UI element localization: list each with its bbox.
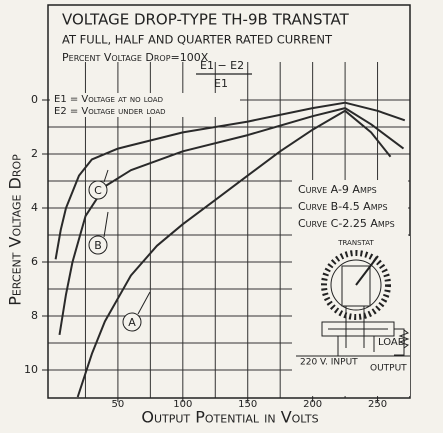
legend-box	[292, 180, 408, 236]
y-axis-label: Percent Voltage Drop	[6, 154, 25, 306]
diagram-label: TRANSTAT	[337, 239, 374, 247]
y-tick-label: 0	[31, 93, 38, 106]
transtat-diagram: TRANSTAT LOAD 220 V. INPUT OUTPUT	[292, 236, 410, 396]
core	[341, 265, 371, 307]
coil-inner	[330, 259, 382, 311]
label-arrow	[103, 169, 109, 183]
x-tick-label: 150	[238, 399, 257, 410]
diagram-label: 220 V. INPUT	[300, 358, 358, 368]
coil	[321, 250, 391, 320]
curve-label-circle	[122, 312, 142, 332]
definition-box	[50, 93, 240, 117]
curve	[54, 101, 406, 260]
x-axis-label: Output Potential in Volts	[141, 408, 318, 427]
wiring	[328, 306, 405, 356]
label-arrow	[137, 291, 151, 315]
curve-label: A	[128, 316, 136, 329]
x-tick-label: 100	[173, 399, 192, 410]
y-tick-label: 8	[31, 309, 38, 322]
diagram-label: LOAD	[378, 337, 406, 348]
formula-left: Percent Voltage Drop=100X	[62, 51, 209, 64]
curve-label: B	[94, 239, 102, 252]
x-tick-label: 50	[112, 399, 125, 410]
chart-title: VOLTAGE DROP-TYPE TH-9B TRANSTAT	[62, 11, 350, 29]
legend-note: Curve B-4.5 Amps	[298, 200, 388, 213]
diagram-label: OUTPUT	[370, 364, 407, 374]
label-arrow	[103, 211, 109, 238]
brush-arm	[355, 255, 379, 286]
curve	[76, 109, 392, 398]
curves: A B C	[54, 101, 406, 398]
formula-numerator: E1 − E2	[200, 59, 244, 72]
y-tick-label: 4	[31, 201, 38, 214]
load-resistor	[398, 329, 410, 349]
formula-denominator: E1	[214, 77, 228, 90]
curve-label: C	[94, 184, 102, 197]
definition: E2 = Voltage under load	[54, 106, 166, 117]
curve	[58, 107, 405, 336]
frame	[47, 4, 411, 399]
y-tick-label: 6	[31, 255, 38, 268]
y-tick-label: 2	[31, 147, 38, 160]
definition: E1 = Voltage at no load	[54, 94, 163, 105]
x-tick-label: 200	[303, 399, 322, 410]
chart-subtitle: AT FULL, HALF AND QUARTER RATED CURRENT	[62, 33, 333, 47]
x-tick-label: 250	[368, 399, 387, 410]
curve-label-circle	[88, 180, 108, 200]
legend-note: Curve C-2.25 Amps	[298, 217, 395, 230]
legend-note: Curve A-9 Amps	[298, 183, 377, 196]
curve-label-circle	[88, 235, 108, 255]
y-tick-label: 10	[24, 363, 38, 376]
